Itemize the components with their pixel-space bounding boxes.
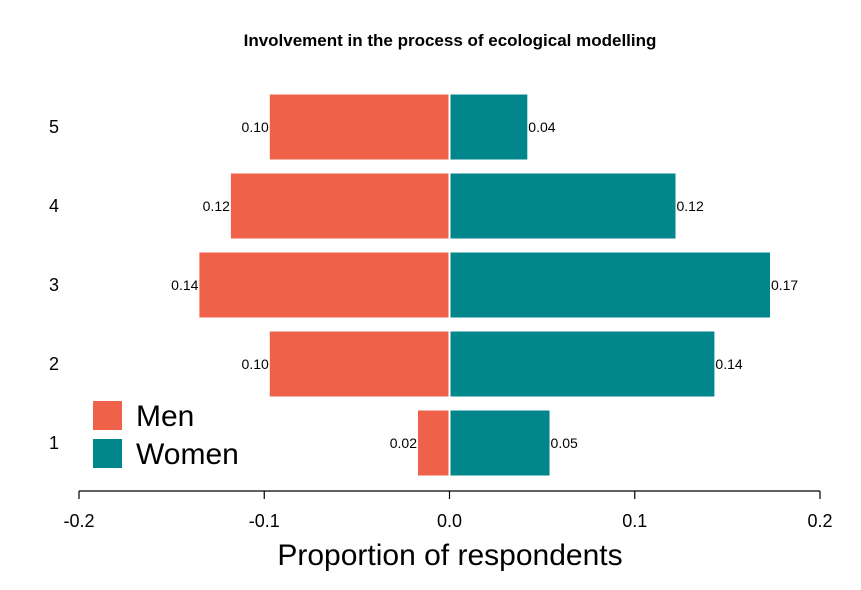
bar-men bbox=[269, 331, 450, 397]
data-label-women: 0.17 bbox=[771, 277, 798, 293]
bar-men bbox=[418, 410, 450, 476]
x-tick-label: 0.2 bbox=[807, 511, 832, 531]
legend: Men Women bbox=[93, 400, 239, 471]
x-axis-title: Proportion of respondents bbox=[277, 539, 622, 572]
legend-swatch-men bbox=[93, 401, 122, 430]
legend-label-men: Men bbox=[136, 400, 194, 433]
data-label-men: 0.10 bbox=[242, 119, 269, 135]
legend-label-women: Women bbox=[136, 438, 239, 471]
bars-group bbox=[199, 94, 770, 476]
bar-men bbox=[230, 173, 450, 239]
data-label-men: 0.12 bbox=[203, 198, 230, 214]
x-tick-label: 0.0 bbox=[437, 511, 462, 531]
bar-women bbox=[449, 173, 676, 239]
bar-men bbox=[269, 94, 450, 160]
chart-title: Involvement in the process of ecological… bbox=[244, 31, 657, 50]
data-label-men: 0.14 bbox=[171, 277, 198, 293]
category-label: 2 bbox=[49, 354, 59, 374]
category-label: 3 bbox=[49, 275, 59, 295]
x-tick-label: 0.1 bbox=[622, 511, 647, 531]
data-label-women: 0.04 bbox=[528, 119, 555, 135]
category-label: 4 bbox=[49, 196, 59, 216]
x-tick-label: -0.2 bbox=[63, 511, 94, 531]
data-label-men: 0.02 bbox=[390, 435, 417, 451]
bar-women bbox=[449, 410, 550, 476]
data-label-women: 0.05 bbox=[551, 435, 578, 451]
bar-women bbox=[449, 252, 770, 318]
data-label-women: 0.12 bbox=[677, 198, 704, 214]
category-label: 5 bbox=[49, 117, 59, 137]
data-label-men: 0.10 bbox=[242, 356, 269, 372]
category-label: 1 bbox=[49, 433, 59, 453]
category-labels-group: 1 2 3 4 5 bbox=[49, 117, 59, 453]
bar-men bbox=[199, 252, 450, 318]
x-axis: -0.2 -0.1 0.0 0.1 0.2 bbox=[63, 490, 833, 531]
data-label-women: 0.14 bbox=[715, 356, 742, 372]
legend-swatch-women bbox=[93, 439, 122, 468]
bar-women bbox=[449, 94, 528, 160]
x-tick-label: -0.1 bbox=[249, 511, 280, 531]
data-labels-group: 0.02 0.05 0.10 0.14 0.14 0.17 0.12 0.12 0.10 0.04 bbox=[171, 119, 798, 451]
bar-women bbox=[449, 331, 715, 397]
